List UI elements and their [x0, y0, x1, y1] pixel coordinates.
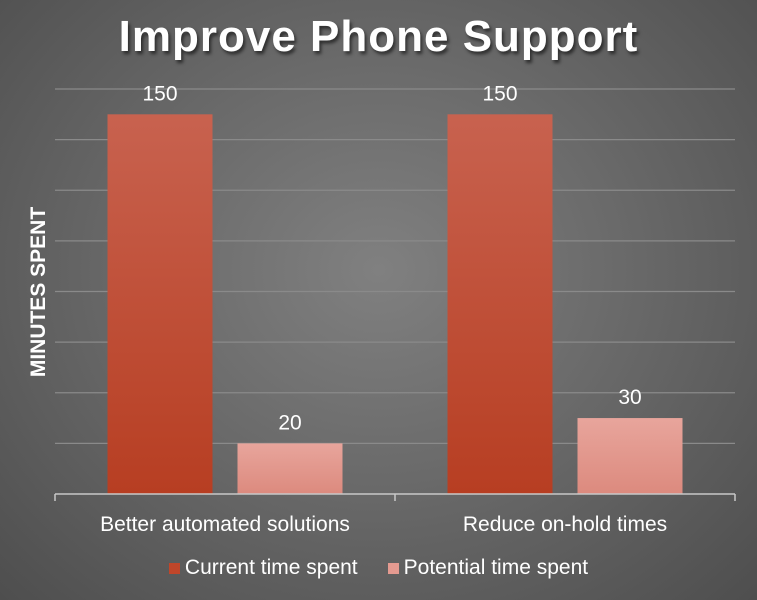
x-tick-label: Reduce on-hold times	[463, 513, 667, 536]
bar-potential-1	[577, 418, 683, 494]
x-tick-label: Better automated solutions	[100, 513, 350, 536]
chart-title: Improve Phone Support	[118, 12, 639, 61]
legend-swatch-potential	[387, 562, 399, 574]
legend-label-current: Current time spent	[184, 556, 358, 579]
data-labels: 150 20 Better automated solutions 150 30 Redu…	[100, 82, 667, 536]
legend: Current time spent Potential time spent	[0, 556, 757, 580]
legend-item-current: Current time spent	[168, 556, 358, 580]
legend-label-potential: Potential time spent	[403, 556, 589, 579]
data-label: 150	[482, 82, 517, 105]
x-axis	[54, 493, 736, 501]
data-label: 30	[618, 386, 641, 409]
legend-swatch-current	[168, 562, 180, 574]
bar-current-1	[447, 114, 553, 494]
data-label: 20	[278, 411, 301, 434]
legend-item-potential: Potential time spent	[387, 556, 589, 580]
bars	[107, 114, 683, 494]
data-label: 150	[142, 82, 177, 105]
bar-current-0	[107, 114, 213, 494]
bar-potential-0	[237, 443, 343, 494]
